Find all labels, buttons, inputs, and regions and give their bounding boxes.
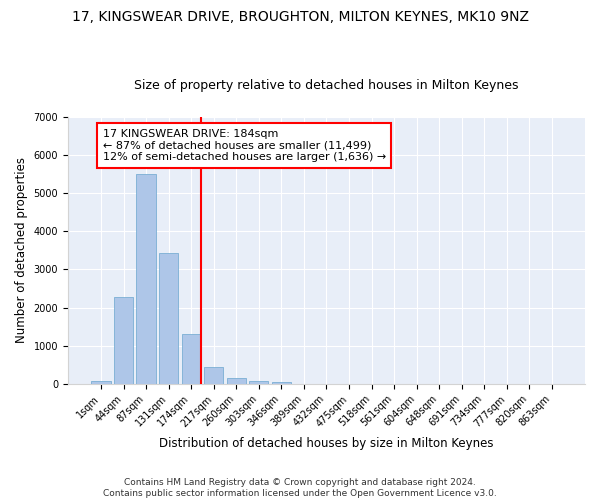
Title: Size of property relative to detached houses in Milton Keynes: Size of property relative to detached ho… xyxy=(134,79,519,92)
Bar xyxy=(249,381,268,384)
Bar xyxy=(182,334,201,384)
Bar xyxy=(272,382,291,384)
Text: 17, KINGSWEAR DRIVE, BROUGHTON, MILTON KEYNES, MK10 9NZ: 17, KINGSWEAR DRIVE, BROUGHTON, MILTON K… xyxy=(71,10,529,24)
Bar xyxy=(204,367,223,384)
Text: Contains HM Land Registry data © Crown copyright and database right 2024.
Contai: Contains HM Land Registry data © Crown c… xyxy=(103,478,497,498)
Bar xyxy=(136,174,155,384)
Bar xyxy=(227,378,246,384)
Bar xyxy=(114,298,133,384)
Bar xyxy=(159,252,178,384)
Bar xyxy=(91,381,110,384)
Text: 17 KINGSWEAR DRIVE: 184sqm
← 87% of detached houses are smaller (11,499)
12% of : 17 KINGSWEAR DRIVE: 184sqm ← 87% of deta… xyxy=(103,129,386,162)
Y-axis label: Number of detached properties: Number of detached properties xyxy=(15,158,28,344)
X-axis label: Distribution of detached houses by size in Milton Keynes: Distribution of detached houses by size … xyxy=(159,437,494,450)
